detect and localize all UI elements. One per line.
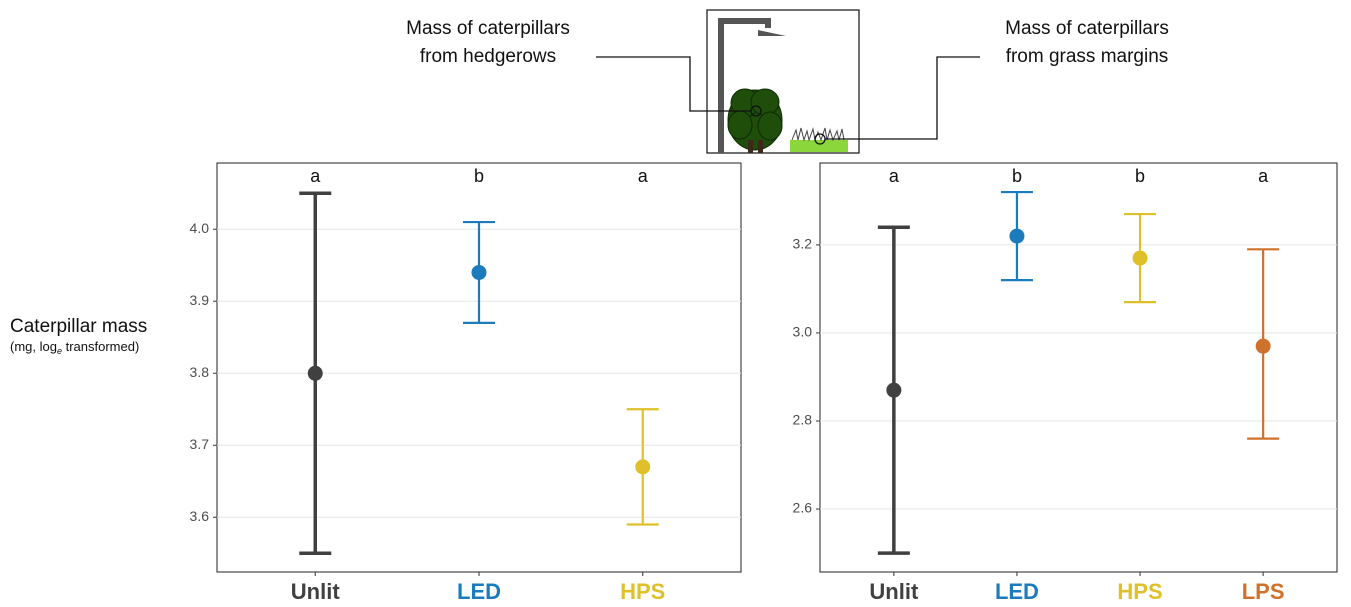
- annotation: Mass of caterpillars: [1005, 18, 1169, 39]
- y-tick-label: 2.6: [793, 500, 813, 516]
- mean-point: [1255, 338, 1271, 354]
- y-axis-note-part: (mg, log: [10, 339, 57, 354]
- x-tick-label: HPS: [1117, 579, 1162, 604]
- x-tick-label: LPS: [1242, 579, 1285, 604]
- group-letter: b: [1012, 166, 1022, 186]
- y-tick-label: 3.6: [190, 508, 210, 524]
- y-axis-note-part: transformed): [62, 339, 139, 354]
- group-letter: a: [638, 166, 649, 186]
- y-tick-label: 4.0: [190, 220, 210, 236]
- y-tick-label: 3.2: [793, 236, 813, 252]
- group-letter: a: [1258, 166, 1269, 186]
- mean-point: [886, 382, 902, 398]
- y-tick-label: 3.7: [190, 436, 210, 452]
- habitat-diagram: [596, 9, 980, 154]
- plot-frame: [819, 162, 1338, 573]
- group-letter: b: [474, 166, 484, 186]
- group-letter: a: [889, 166, 900, 186]
- mean-point: [471, 264, 487, 280]
- y-tick-label: 2.8: [793, 412, 813, 428]
- x-tick-label: HPS: [620, 579, 665, 604]
- y-tick-label: 3.0: [793, 324, 813, 340]
- annotation: from hedgerows: [420, 46, 556, 67]
- x-tick-label: Unlit: [869, 579, 919, 604]
- x-tick-label: LED: [995, 579, 1039, 604]
- mean-point: [635, 459, 651, 475]
- annotation: from grass margins: [1006, 46, 1169, 67]
- x-tick-label: LED: [457, 579, 501, 604]
- mean-point: [1132, 250, 1148, 266]
- y-axis-note: (mg, loge transformed): [10, 339, 139, 356]
- y-tick-label: 3.9: [190, 292, 210, 308]
- y-tick-label: 3.8: [190, 364, 210, 380]
- mean-point: [1009, 228, 1025, 244]
- x-tick-label: Unlit: [291, 579, 341, 604]
- annotation: Mass of caterpillars: [406, 18, 570, 39]
- y-axis-label: Caterpillar mass: [10, 316, 147, 337]
- y-axis-note-part: e: [57, 346, 62, 356]
- group-letter: b: [1135, 166, 1145, 186]
- group-letter: a: [310, 166, 321, 186]
- mean-point: [307, 365, 323, 381]
